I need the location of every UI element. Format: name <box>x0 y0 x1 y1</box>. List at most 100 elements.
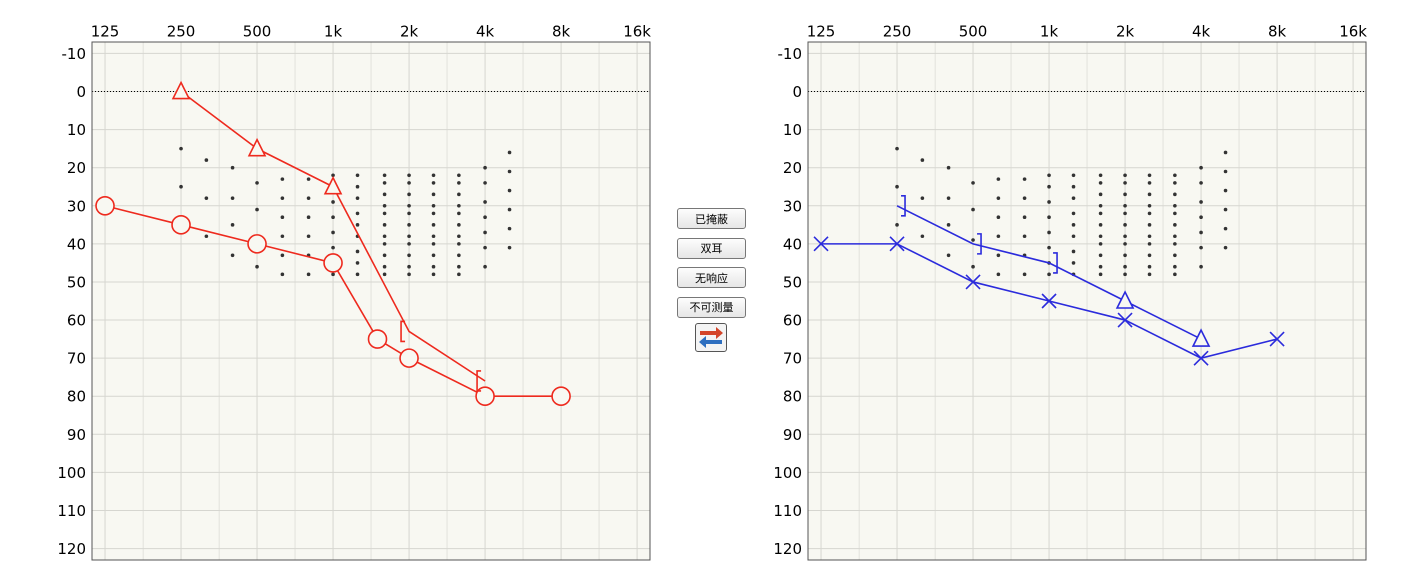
option-button[interactable]: 无响应 <box>677 267 746 288</box>
speech-dot <box>946 196 951 200</box>
speech-dot <box>1223 226 1228 231</box>
y-tick-label: 20 <box>67 159 86 177</box>
y-tick-label: -10 <box>778 45 803 63</box>
speech-dot <box>255 181 259 185</box>
marker-cross <box>965 274 981 290</box>
speech-dot <box>355 173 360 178</box>
x-tick-label: 4k <box>1192 23 1211 41</box>
speech-dot <box>1199 165 1203 170</box>
speech-dot <box>1173 272 1177 277</box>
speech-dot <box>1071 211 1076 216</box>
speech-dot <box>382 211 387 216</box>
speech-dot <box>946 223 951 227</box>
speech-dot <box>1047 184 1051 189</box>
plot-border <box>91 41 651 561</box>
y-tick-label: 90 <box>67 426 86 444</box>
speech-dot <box>1047 173 1051 178</box>
speech-dot <box>1022 196 1027 200</box>
marker-cross <box>1193 350 1209 366</box>
x-tick-label: 500 <box>243 23 272 41</box>
speech-dot <box>1147 242 1152 246</box>
speech-dot <box>382 242 387 246</box>
speech-dot <box>1098 173 1103 178</box>
marker-triangle <box>323 175 343 195</box>
speech-dot <box>431 242 436 246</box>
y-tick-label: 120 <box>773 540 802 558</box>
speech-dot <box>483 245 487 250</box>
speech-dot <box>483 165 487 170</box>
speech-dot <box>1147 192 1152 197</box>
marker-cross <box>1269 331 1285 347</box>
marker-cross <box>1117 312 1133 328</box>
speech-dot <box>1098 272 1103 277</box>
speech-dot <box>507 207 512 212</box>
speech-dot <box>1199 215 1203 220</box>
speech-dot <box>331 245 335 250</box>
speech-dot <box>1173 234 1177 239</box>
swap-icon <box>699 327 723 348</box>
series-line <box>896 205 1202 340</box>
speech-dot <box>1098 192 1103 197</box>
speech-dot <box>280 215 285 220</box>
speech-dot <box>407 242 411 246</box>
speech-dot <box>331 173 335 178</box>
option-button[interactable]: 双耳 <box>677 237 746 259</box>
speech-dot <box>1199 264 1203 269</box>
option-button[interactable]: 不可测量 <box>677 296 746 318</box>
speech-dot <box>1173 264 1177 269</box>
marker-circle <box>399 348 419 368</box>
speech-dot <box>1022 234 1027 239</box>
arrow-right <box>700 327 723 339</box>
y-tick-label: 50 <box>783 273 802 291</box>
swap-ear-button[interactable] <box>695 323 727 352</box>
marker-circle <box>551 386 571 407</box>
speech-dot <box>280 177 285 181</box>
speech-dot <box>996 253 1001 258</box>
x-tick-label: 8k <box>552 23 571 41</box>
speech-dot <box>1098 264 1103 269</box>
y-tick-label: 10 <box>783 121 802 139</box>
speech-dot <box>1123 264 1127 269</box>
speech-dot <box>306 177 311 181</box>
speech-dot <box>1098 211 1103 216</box>
arrow-left <box>699 336 722 348</box>
speech-dot <box>457 264 461 269</box>
speech-dot <box>1199 200 1203 204</box>
option-button[interactable]: 已掩蔽 <box>677 208 746 229</box>
speech-dot <box>1047 272 1051 277</box>
speech-dot <box>1022 272 1027 277</box>
speech-dot <box>1123 223 1127 227</box>
speech-dot <box>331 230 335 235</box>
speech-dot <box>457 211 461 216</box>
speech-dot <box>507 188 512 193</box>
marker-cross <box>889 236 905 252</box>
speech-dot <box>1123 234 1127 239</box>
marker-circle <box>475 386 495 407</box>
marker-circle <box>95 195 115 216</box>
speech-dot <box>1022 177 1027 181</box>
speech-dot <box>1123 173 1127 178</box>
speech-dot <box>971 207 975 212</box>
speech-dot <box>1123 192 1127 197</box>
speech-dot <box>431 264 436 269</box>
y-tick-label: 0 <box>792 83 802 101</box>
marker-circle <box>171 215 191 235</box>
speech-dot <box>1123 181 1127 185</box>
speech-dot <box>457 181 461 185</box>
speech-dot <box>407 192 411 197</box>
y-tick-label: 20 <box>783 159 802 177</box>
marker-bracket <box>400 320 406 343</box>
marker-triangle <box>1115 290 1135 309</box>
speech-dot <box>457 192 461 197</box>
speech-dot <box>407 234 411 239</box>
speech-dot <box>306 272 311 277</box>
speech-dot <box>971 264 975 269</box>
x-tick-label: 125 <box>91 23 120 41</box>
speech-dot <box>306 196 311 200</box>
x-tick-label: 500 <box>959 23 988 41</box>
speech-dot <box>1071 196 1076 200</box>
speech-dot <box>457 253 461 258</box>
speech-dot <box>407 211 411 216</box>
speech-dot <box>996 234 1001 239</box>
speech-dot <box>1199 230 1203 235</box>
